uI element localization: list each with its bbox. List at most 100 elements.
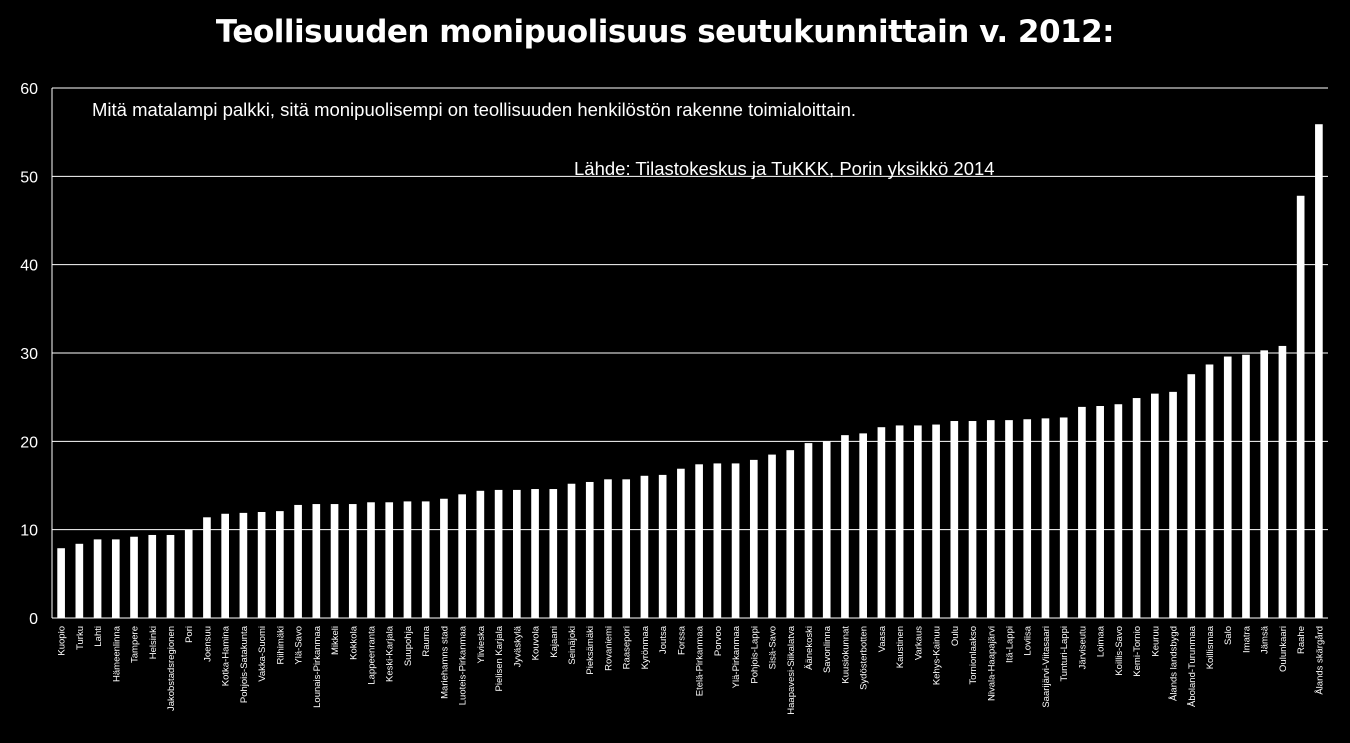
- y-tick-label: 60: [20, 81, 38, 98]
- x-tick-label: Pohjois-Satakunta: [239, 625, 250, 703]
- bar: [1187, 374, 1196, 618]
- x-tick-label: Pohjois-Lappi: [749, 626, 760, 684]
- x-tick-label: Porvoo: [713, 626, 724, 656]
- x-tick-label: Oulu: [950, 626, 961, 646]
- y-axis-tick-labels: 0 10 20 30 40 50 60: [20, 81, 38, 628]
- bar: [294, 504, 302, 618]
- bar: [75, 543, 84, 618]
- bar: [731, 463, 740, 618]
- bar: [221, 513, 229, 618]
- x-tick-label: Haapavesi-Siikalatva: [786, 625, 797, 714]
- bar: [1205, 364, 1214, 618]
- bar: [986, 420, 995, 618]
- x-tick-label: Kyrönmaa: [640, 625, 651, 669]
- bar: [312, 504, 321, 618]
- bar: [1132, 398, 1141, 618]
- x-tick-label: Savonlinna: [822, 625, 833, 673]
- bar: [1096, 406, 1104, 618]
- x-tick-label: Hämeenlinna: [111, 625, 122, 682]
- x-tick-label: Luoteis-Pirkanmaa: [458, 625, 469, 705]
- annotation-note: Mitä matalampi palkki, sitä monipuolisem…: [92, 99, 856, 120]
- bar: [914, 425, 922, 618]
- chart-title: Teollisuuden monipuolisuus seutukunnitta…: [215, 14, 1115, 50]
- bar: [677, 468, 685, 618]
- bar: [841, 435, 849, 618]
- x-tick-label: Salo: [1223, 626, 1234, 645]
- bar: [1151, 393, 1159, 618]
- x-tick-label: Sisä-Savo: [768, 626, 779, 669]
- x-tick-label: Tornionlaakso: [968, 626, 979, 685]
- bar: [111, 539, 120, 618]
- x-tick-label: Tampere: [130, 626, 141, 663]
- x-tick-label: Keuruu: [1150, 626, 1161, 657]
- x-tick-label: Loviisa: [1023, 625, 1034, 655]
- x-tick-label: Etelä-Pirkanmaa: [695, 625, 706, 696]
- bars: [57, 124, 1323, 618]
- x-tick-label: Varkaus: [913, 626, 924, 660]
- x-tick-label: Rovaniemi: [603, 626, 614, 671]
- bar: [203, 517, 211, 618]
- x-tick-label: Suupohja: [403, 625, 414, 666]
- bar: [330, 504, 339, 618]
- x-tick-label: Jämsä: [1260, 625, 1271, 654]
- bar: [1041, 418, 1050, 618]
- bar: [604, 479, 612, 618]
- x-tick-label: Vakka-Suomi: [257, 626, 268, 682]
- bar: [950, 421, 959, 618]
- bar: [1023, 419, 1032, 618]
- y-tick-label: 10: [20, 523, 38, 540]
- y-tick-label: 40: [20, 258, 38, 275]
- x-tick-label: Kuusiokunnat: [840, 626, 851, 684]
- bar: [895, 425, 904, 618]
- x-tick-label: Jakobstadsregionen: [166, 626, 177, 711]
- x-tick-label: Itä-Lappi: [1005, 626, 1016, 663]
- x-tick-label: Ylä-Savo: [294, 626, 305, 665]
- x-tick-label: Oulunkaari: [1278, 626, 1289, 672]
- x-tick-label: Turku: [75, 626, 86, 650]
- x-tick-label: Åboland-Turunmaa: [1187, 625, 1198, 707]
- bar: [549, 489, 558, 618]
- bar: [695, 464, 703, 618]
- annotations: Mitä matalampi palkki, sitä monipuolisem…: [92, 99, 995, 179]
- x-tick-label: Loimaa: [1096, 625, 1107, 657]
- x-tick-label: Saarijärvi-Viitasaari: [1041, 626, 1052, 708]
- bar: [1114, 404, 1123, 618]
- bar: [1059, 417, 1068, 618]
- x-tick-label: Kemi-Tornio: [1132, 626, 1143, 677]
- x-tick-label: Sydösterbotten: [859, 626, 870, 690]
- y-tick-label: 50: [20, 169, 38, 186]
- annotation-source: Lähde: Tilastokeskus ja TuKKK, Porin yks…: [574, 158, 995, 179]
- bar: [93, 539, 102, 618]
- x-tick-label: Ylä-Pirkanmaa: [731, 625, 742, 688]
- x-tick-label: Ylivieska: [476, 625, 487, 663]
- bar: [859, 433, 867, 618]
- bar: [531, 489, 539, 618]
- x-tick-label: Äänekoski: [804, 626, 815, 670]
- bar: [348, 504, 357, 618]
- bar: [494, 489, 503, 618]
- x-tick-label: Koillis-Savo: [1114, 626, 1125, 676]
- x-tick-label: Joutsa: [658, 625, 669, 654]
- bar: [567, 483, 576, 618]
- x-tick-label: Pori: [184, 626, 195, 643]
- x-axis-tick-labels: Kuopio Turku Lahti Hämeenlinna Tampere Helsin…: [57, 625, 1326, 714]
- bar: [1169, 391, 1177, 618]
- bar: [385, 502, 394, 618]
- x-tick-label: Kokkola: [348, 625, 359, 660]
- x-tick-label: Kotka-Hamina: [221, 625, 232, 686]
- bar: [440, 498, 448, 618]
- x-tick-label: Kehys-Kainuu: [932, 626, 943, 685]
- x-tick-label: Nivala-Haapajärvi: [986, 626, 997, 701]
- y-tick-label: 30: [20, 346, 38, 363]
- bar: [513, 489, 521, 618]
- bar: [1223, 356, 1232, 618]
- bar: [658, 474, 667, 618]
- bar: [622, 479, 631, 618]
- x-tick-label: Joensuu: [202, 626, 213, 662]
- bar: [1005, 420, 1013, 618]
- bar: [640, 475, 649, 618]
- x-tick-label: Kuopio: [57, 626, 68, 656]
- bar: [57, 548, 65, 618]
- bar: [1242, 354, 1250, 618]
